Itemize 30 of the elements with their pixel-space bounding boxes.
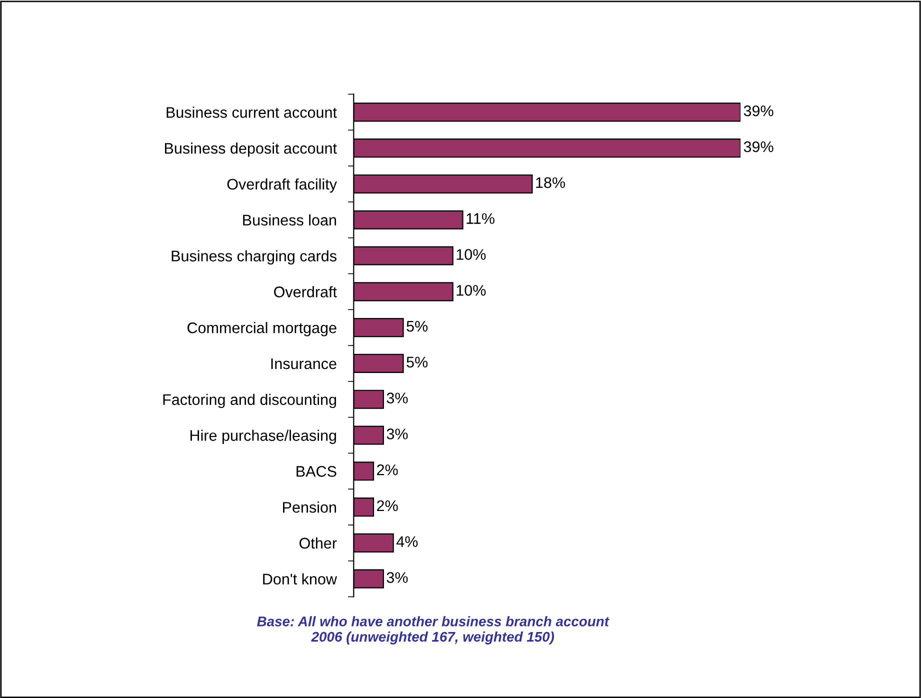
data-label: 10% (456, 249, 486, 260)
y-tick-label: BACS (296, 466, 336, 477)
data-label: 39% (744, 141, 774, 152)
y-tick-label: Factoring and discounting (163, 394, 336, 408)
data-label: 10% (456, 284, 486, 296)
y-tick-label: Business charging cards (172, 250, 336, 264)
data-label: 2% (377, 500, 398, 512)
y-tick-label: Don't know (263, 573, 338, 585)
y-tick-label: Overdraft (274, 286, 337, 298)
data-label: 5% (406, 356, 428, 368)
y-tick-label: Overdraft facility (227, 178, 337, 193)
y-tick-label: Other (300, 537, 337, 549)
data-label: 11% (466, 213, 494, 224)
text: 2006 (unweighted 167, weighted 150) (311, 632, 554, 644)
y-tick-label: Business loan (243, 214, 336, 226)
y-tick-label: Commercial mortgage (188, 322, 336, 336)
data-label: 2% (377, 464, 398, 476)
data-label: 3% (386, 428, 408, 440)
y-tick-label: Business current account (166, 106, 337, 118)
y-tick-label: Pension (283, 502, 336, 513)
y-tick-label: Hire purchase/leasing (190, 430, 336, 444)
data-label: 18% (536, 177, 566, 188)
y-tick-label: Insurance (271, 358, 336, 370)
data-label: 3% (386, 392, 408, 404)
data-label: 5% (406, 320, 428, 332)
data-label: 3% (386, 572, 408, 583)
data-label: 4% (396, 536, 418, 547)
text: Base: All who have another business branch account (257, 616, 610, 626)
y-tick-label: Business deposit account (165, 142, 337, 157)
data-label: 39% (744, 105, 774, 116)
